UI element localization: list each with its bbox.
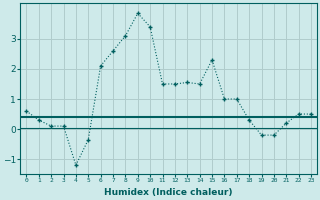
X-axis label: Humidex (Indice chaleur): Humidex (Indice chaleur)	[104, 188, 233, 197]
